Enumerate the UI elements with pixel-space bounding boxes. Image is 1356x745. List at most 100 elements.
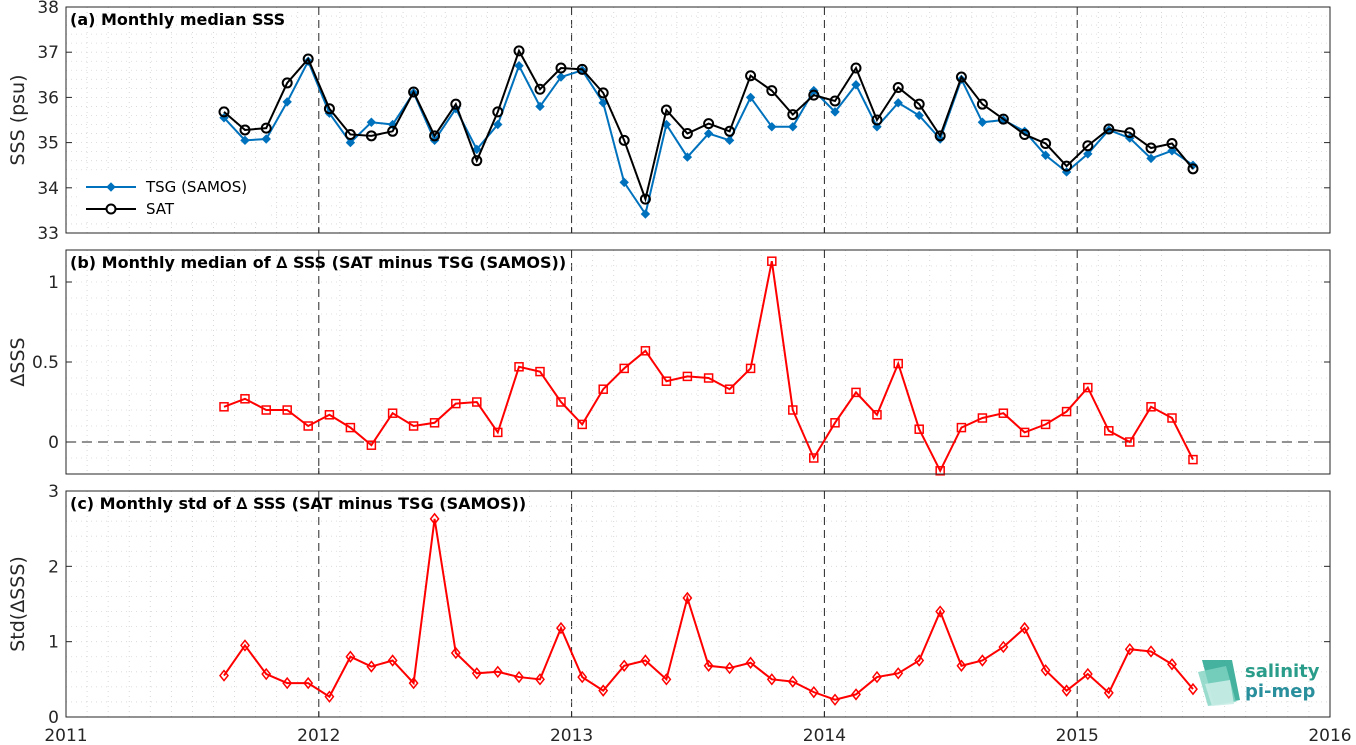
y-tick-label: 1: [48, 633, 59, 653]
data-point: [661, 376, 672, 386]
data-point: [745, 363, 756, 374]
panel-c-y-axis-label: Std(ΔSSS): [7, 556, 29, 652]
data-point: [682, 591, 693, 605]
data-point: [492, 665, 503, 679]
data-point: [556, 72, 566, 82]
logo-line1: salinity: [1245, 661, 1320, 682]
data-point: [450, 98, 462, 110]
data-point: [429, 130, 441, 142]
data-point: [219, 402, 229, 412]
data-point: [555, 62, 567, 74]
data-point: [1124, 127, 1136, 139]
salinity-pi-mep-logo: salinity pi-mep: [1198, 660, 1320, 706]
data-point: [1125, 437, 1135, 447]
data-point: [1040, 419, 1051, 430]
data-point: [576, 63, 588, 75]
data-point: [767, 256, 777, 266]
x-tick-label: 2011: [44, 726, 87, 745]
data-point: [703, 118, 715, 130]
data-point: [682, 152, 693, 162]
data-point: [1019, 621, 1030, 635]
panel-a-axes-box: [65, 6, 1331, 234]
data-point: [1103, 686, 1114, 700]
data-point: [598, 684, 609, 697]
data-point: [366, 660, 377, 673]
data-point: [724, 135, 735, 146]
data-point: [366, 440, 377, 450]
data-point: [892, 81, 904, 93]
x-tick-label: 2015: [1056, 726, 1099, 745]
data-point: [303, 676, 314, 690]
data-point: [429, 512, 440, 526]
y-tick-label: 36: [37, 88, 59, 108]
data-point: [535, 673, 545, 686]
data-point: [345, 650, 356, 663]
data-point: [1188, 454, 1198, 465]
data-point: [1167, 658, 1177, 671]
data-point: [387, 125, 399, 137]
data-point: [1187, 163, 1199, 175]
data-point: [808, 89, 820, 101]
data-point: [1166, 138, 1178, 150]
data-point: [640, 346, 651, 356]
data-point: [577, 670, 588, 684]
data-point: [261, 405, 271, 415]
series-line-1: [223, 261, 1194, 474]
x-tick-label: 2014: [803, 726, 846, 745]
data-point: [682, 371, 693, 382]
data-point: [618, 134, 630, 146]
data-point: [597, 87, 609, 99]
data-point: [745, 92, 756, 103]
series-line-1: [223, 518, 1194, 701]
panel-c-axes-box: [65, 490, 1331, 718]
data-point: [345, 422, 356, 433]
data-point: [1083, 149, 1093, 159]
panel-c-background: [66, 491, 1330, 717]
data-point: [766, 85, 778, 97]
y-tick-label: 37: [37, 43, 59, 63]
data-point: [956, 422, 967, 433]
data-point: [809, 453, 819, 463]
data-point: [1103, 123, 1115, 135]
data-point: [240, 135, 250, 146]
y-tick-label: 0: [48, 708, 59, 728]
data-point: [261, 667, 272, 681]
data-point: [851, 688, 861, 701]
x-axis-ticks: 2011 2012 2013 2014 2015 2016: [44, 227, 1352, 745]
data-point: [282, 97, 292, 107]
data-point: [1167, 413, 1177, 423]
data-point: [829, 95, 841, 107]
data-point: [935, 466, 945, 476]
data-point: [365, 130, 377, 142]
data-point: [513, 45, 525, 57]
data-point: [472, 397, 482, 407]
data-point: [913, 98, 925, 110]
data-point: [1146, 645, 1156, 658]
y-tick-label: 0: [48, 433, 59, 453]
data-point: [745, 70, 757, 82]
data-point: [830, 418, 840, 428]
data-point: [788, 122, 798, 132]
data-point: [492, 106, 504, 118]
data-point: [640, 209, 651, 219]
data-point: [429, 418, 440, 428]
panel-a-yticks: 33 34 35 36 37 38: [37, 0, 1330, 244]
legend-sat-label: SAT: [146, 200, 175, 218]
data-point: [345, 137, 356, 148]
data-point: [239, 124, 251, 136]
data-point: [787, 109, 799, 121]
data-point: [472, 144, 482, 155]
data-point: [681, 128, 693, 140]
series-line-2: [223, 48, 1194, 203]
data-point: [408, 86, 420, 98]
data-point: [535, 101, 545, 112]
data-point: [830, 693, 840, 706]
data-point: [935, 605, 946, 618]
data-point: [1061, 160, 1073, 172]
data-point: [956, 659, 967, 672]
legend-sat-marker: [105, 203, 117, 215]
data-point: [872, 410, 882, 420]
y-tick-label: 38: [37, 0, 59, 18]
data-point: [767, 122, 777, 132]
data-point: [1167, 146, 1177, 156]
